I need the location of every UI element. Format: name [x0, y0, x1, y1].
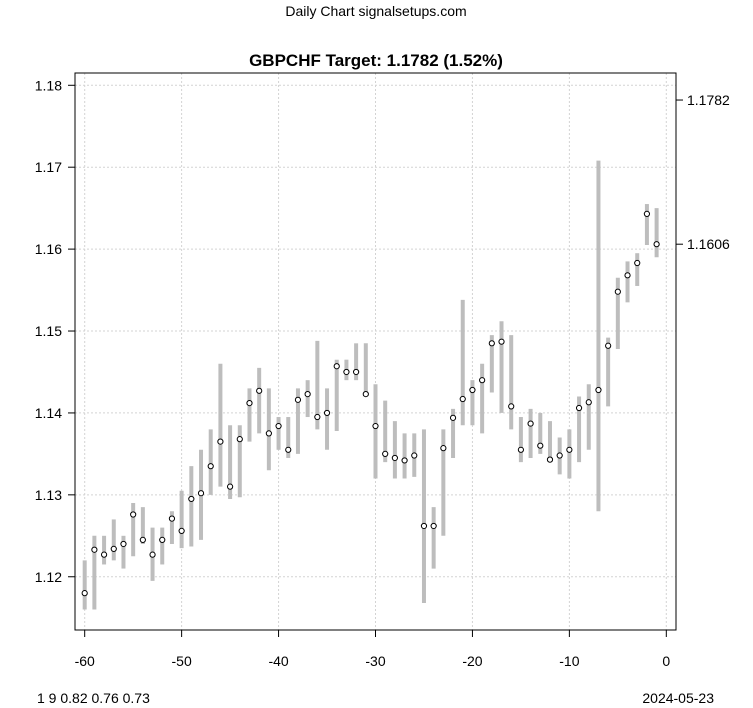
close-point: [120, 540, 127, 548]
close-point: [130, 511, 137, 518]
close-point: [498, 338, 505, 345]
close-point: [197, 490, 205, 497]
close-point: [188, 495, 195, 503]
close-point: [168, 515, 176, 522]
footer-stats-label: 1 9 0.82 0.76 0.73: [37, 690, 150, 706]
y-tick-label: 1.17: [35, 159, 62, 175]
y-tick-label: 1.18: [35, 77, 62, 93]
x-tick-label: -30: [365, 653, 385, 669]
bars-layer: [82, 160, 659, 610]
close-point: [537, 442, 544, 449]
x-tick-label: -50: [172, 653, 192, 669]
close-point: [430, 522, 437, 530]
close-point: [420, 522, 428, 530]
close-point: [440, 445, 447, 452]
close-point: [139, 536, 146, 543]
x-tick-label: -40: [268, 653, 288, 669]
close-point: [401, 457, 408, 464]
close-point: [546, 456, 554, 463]
y-tick-label: 1.16: [35, 241, 62, 257]
x-tick-label: 0: [662, 653, 670, 669]
y-tick-label: 1.12: [35, 569, 62, 585]
close-point: [304, 390, 311, 398]
x-tick-label: -10: [559, 653, 579, 669]
close-point: [508, 403, 515, 410]
close-point: [595, 386, 602, 394]
close-point: [91, 546, 98, 553]
close-point: [81, 590, 88, 597]
close-point: [353, 368, 360, 376]
close-point: [372, 422, 379, 430]
y-tick-label: 1.14: [35, 405, 62, 421]
close-point: [236, 436, 243, 443]
y-tick-label: 1.15: [35, 323, 62, 339]
close-point: [566, 446, 573, 453]
close-point: [362, 390, 369, 398]
close-point: [488, 340, 495, 347]
close-point: [265, 430, 272, 437]
close-point: [479, 377, 486, 384]
close-point: [207, 463, 214, 470]
close-point: [110, 545, 117, 553]
close-point: [411, 452, 418, 459]
close-point: [294, 396, 302, 403]
close-point: [159, 536, 166, 543]
close-point: [217, 438, 224, 445]
close-point: [333, 363, 340, 370]
close-point: [178, 527, 185, 534]
close-point: [585, 399, 592, 406]
close-point: [149, 551, 156, 558]
close-point: [382, 450, 389, 457]
close-point: [449, 414, 457, 421]
x-tick-label: -60: [75, 653, 95, 669]
close-point: [226, 483, 234, 490]
close-point: [643, 210, 651, 217]
close-point: [634, 259, 641, 267]
grid-layer: [75, 73, 676, 630]
x-tick-label: -20: [462, 653, 482, 669]
close-point: [256, 387, 263, 394]
close-point: [314, 413, 321, 421]
axis-layer: -60 -50 -40 -30 -20 -10 0 1.12 1.13 1.14 1.15 1.16 1…: [35, 77, 730, 669]
close-point: [614, 288, 621, 295]
close-point: [653, 241, 660, 248]
right-tick-label: 1.1782: [687, 92, 730, 108]
chart-source-label: Daily Chart signalsetups.com: [285, 3, 466, 19]
close-point: [517, 446, 525, 453]
y-tick-label: 1.13: [35, 487, 62, 503]
close-point: [343, 368, 350, 376]
footer-date-label: 2024-05-23: [642, 690, 714, 706]
close-point: [556, 452, 563, 459]
close-point: [459, 395, 466, 403]
close-point: [575, 404, 583, 412]
close-point: [391, 454, 398, 462]
close-point: [469, 386, 476, 394]
close-point: [100, 551, 108, 558]
close-point: [605, 342, 612, 349]
points-layer: [81, 210, 660, 597]
close-point: [527, 420, 534, 427]
close-point: [624, 272, 631, 279]
close-point: [275, 422, 282, 430]
close-point: [323, 409, 331, 417]
chart-title: GBPCHF Target: 1.1782 (1.52%): [249, 51, 503, 70]
close-point: [246, 400, 253, 407]
close-point: [285, 446, 292, 453]
right-tick-label: 1.1606: [687, 236, 730, 252]
